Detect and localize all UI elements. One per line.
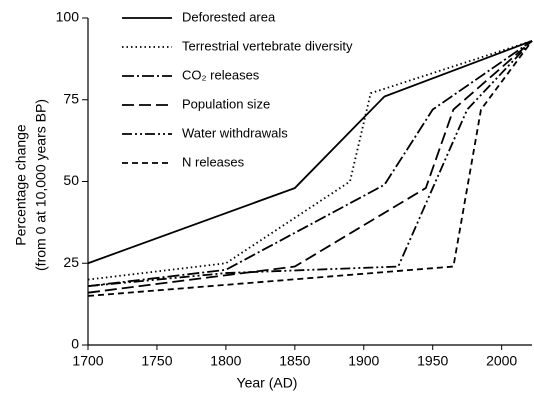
y-tick-label: 100 [56,9,80,25]
y-tick-label: 0 [71,336,79,352]
x-tick-label: 2000 [486,353,517,369]
line [87,40,533,288]
line [87,40,533,294]
legend-label: Deforested area [182,9,276,24]
legend-label: CO₂ releases [182,67,260,82]
legend-label: Water withdrawals [182,125,288,140]
legend-label: N releases [182,154,245,169]
x-tick-label: 1850 [279,353,310,369]
y-axis-label: (from 0 at 10,000 years BP) [33,99,49,271]
x-axis-label: Year (AD) [237,375,298,391]
legend-label: Population size [182,96,270,111]
line [87,40,533,288]
line [87,40,533,265]
x-tick-label: 1900 [348,353,379,369]
legend-label: Terrestrial vertebrate diversity [182,38,353,53]
line [87,40,533,281]
x-tick-label: 1700 [72,353,103,369]
y-tick-label: 25 [63,254,79,270]
x-tick-label: 1750 [141,353,172,369]
line [87,40,533,297]
y-axis-label: Percentage change [13,124,29,246]
x-tick-label: 1800 [210,353,241,369]
x-tick-label: 1950 [417,353,448,369]
y-tick-label: 75 [63,90,79,106]
y-tick-label: 50 [63,172,79,188]
